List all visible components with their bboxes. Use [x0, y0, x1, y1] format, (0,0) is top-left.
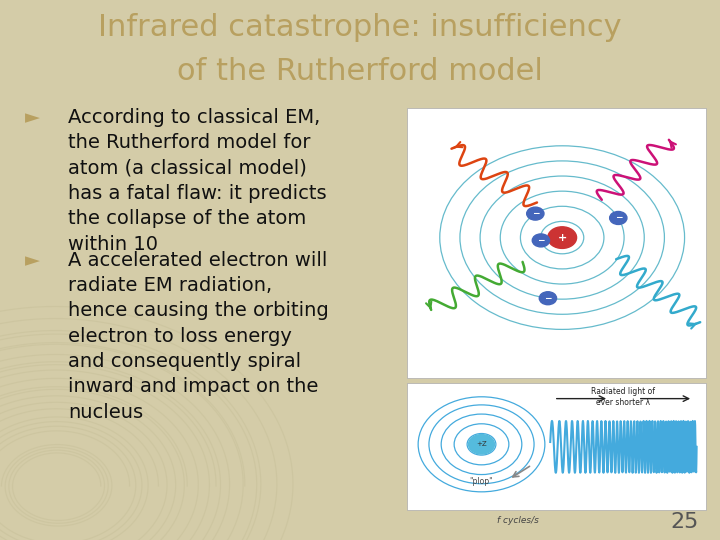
Text: +Z: +Z	[476, 441, 487, 447]
FancyBboxPatch shape	[407, 108, 706, 378]
Text: ►: ►	[25, 251, 40, 270]
Text: +: +	[557, 233, 567, 242]
Circle shape	[610, 212, 627, 225]
Text: −: −	[615, 213, 622, 222]
Text: −: −	[544, 294, 552, 303]
Text: s: s	[680, 212, 696, 231]
Text: f cycles/s: f cycles/s	[497, 516, 539, 525]
Circle shape	[527, 207, 544, 220]
Text: Radiated light of
ever shorter λ: Radiated light of ever shorter λ	[591, 387, 655, 407]
Text: "plop": "plop"	[469, 477, 493, 485]
Circle shape	[548, 227, 577, 248]
Text: A accelerated electron will
radiate EM radiation,
hence causing the orbiting
ele: A accelerated electron will radiate EM r…	[68, 251, 329, 422]
Circle shape	[469, 435, 495, 454]
Text: −: −	[531, 209, 539, 218]
Text: 25: 25	[670, 512, 698, 532]
Text: −: −	[537, 236, 544, 245]
Text: According to classical EM,
the Rutherford model for
atom (a classical model)
has: According to classical EM, the Rutherfor…	[68, 108, 327, 253]
Text: -10: -10	[658, 208, 680, 222]
FancyBboxPatch shape	[407, 383, 706, 510]
Text: Infrared catastrophe: insufficiency: Infrared catastrophe: insufficiency	[98, 14, 622, 43]
Circle shape	[532, 234, 549, 247]
Text: ►: ►	[25, 108, 40, 127]
Circle shape	[539, 292, 557, 305]
Text: of the Rutherford model: of the Rutherford model	[177, 57, 543, 86]
